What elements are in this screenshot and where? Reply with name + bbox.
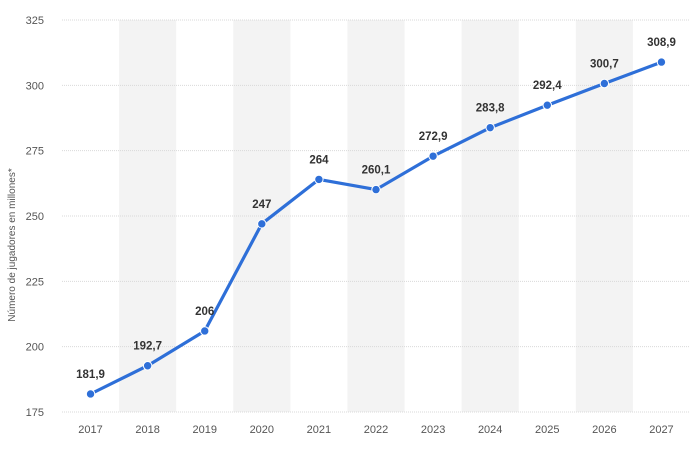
y-tick-label: 300: [26, 80, 44, 92]
data-label: 283,8: [476, 103, 505, 115]
x-tick-label: 2019: [192, 424, 216, 436]
data-labels: 181,9 192,7 206 247 264 260,1 272,9 283,8 292,4 3…: [76, 37, 676, 381]
data-point: [85, 389, 96, 399]
data-point: [428, 151, 438, 161]
y-axis-title: Número de jugadores en millones*: [7, 168, 18, 322]
x-tick-label: 2024: [478, 424, 502, 436]
data-point: [257, 219, 267, 229]
x-tick-label: 2021: [307, 424, 331, 436]
y-tick-label: 250: [26, 211, 44, 223]
data-label: 181,9: [76, 369, 105, 381]
data-point: [485, 122, 495, 133]
x-tick-label: 2017: [78, 424, 102, 436]
y-tick-label: 225: [26, 276, 44, 288]
data-label: 260,1: [362, 165, 391, 177]
x-tick-label: 2020: [250, 424, 274, 436]
data-label: 192,7: [133, 341, 162, 353]
data-label: 300,7: [590, 59, 619, 71]
data-point: [200, 326, 210, 336]
data-label: 292,4: [533, 80, 562, 92]
x-tick-label: 2023: [421, 424, 445, 436]
y-tick-label: 325: [26, 15, 44, 27]
column-band-2020: [233, 20, 291, 412]
data-label: 206: [195, 306, 214, 318]
data-point: [142, 361, 153, 371]
gridlines: [62, 19, 690, 413]
x-tick-label: 2018: [135, 424, 159, 436]
y-tick-label: 275: [26, 146, 44, 158]
y-axis-ticks: 175 200 225 250 275 300 325: [26, 15, 44, 419]
data-point: [599, 78, 610, 89]
data-point: [542, 100, 552, 110]
y-tick-label: 200: [26, 342, 44, 354]
y-tick-label: 175: [26, 407, 44, 419]
data-label: 308,9: [647, 37, 676, 49]
data-label: 272,9: [419, 131, 448, 143]
data-label: 264: [309, 154, 329, 166]
x-tick-label: 2027: [649, 424, 673, 436]
x-tick-label: 2025: [535, 424, 559, 436]
data-point: [656, 57, 667, 67]
x-tick-label: 2022: [364, 424, 388, 436]
data-point: [314, 174, 324, 185]
data-point: [371, 184, 381, 195]
data-label: 247: [252, 199, 271, 211]
x-axis-ticks: 2017 2018 2019 2020 2021 2022 2023 2024 2025 2026…: [78, 424, 673, 436]
x-tick-label: 2026: [592, 424, 616, 436]
series-group: [85, 57, 667, 399]
